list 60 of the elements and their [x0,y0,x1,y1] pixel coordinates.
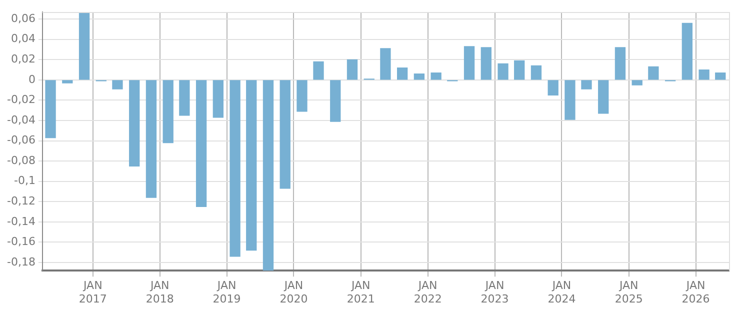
x-tick-label: JAN 2022 [414,279,442,306]
bar [45,80,56,138]
bar [62,80,73,84]
x-tick-label: JAN 2019 [212,279,241,306]
bar [530,65,542,80]
y-tick-label: -0,08 [6,154,36,167]
bar [262,80,274,271]
x-tick-label: JAN 2017 [78,279,107,306]
bar [430,72,442,80]
bar [397,67,408,80]
x-tick-label: JAN 2018 [146,279,174,306]
bar [498,63,508,80]
x-tick-label: JAN 2021 [346,279,375,306]
bar [480,47,492,80]
bar [296,80,308,112]
bar [112,80,123,90]
bar [464,46,475,80]
bar [230,80,240,257]
bar [380,48,391,80]
y-tick-label: -0,12 [6,194,36,208]
y-tick-label: -0,04 [6,113,36,126]
bar [346,59,358,80]
bar [698,69,710,80]
bar [682,22,693,80]
x-tick-label: JAN 2026 [682,279,710,306]
bar [179,80,190,116]
y-tick-label: -0,16 [6,235,36,248]
y-tick-label: -0,06 [6,134,36,147]
bar [648,66,659,80]
bar [196,80,207,208]
bar [246,80,257,251]
bar [548,80,558,96]
bar [146,80,157,198]
bar [78,12,90,80]
y-tick-label: -0,1 [14,174,36,188]
bar [514,60,525,80]
y-tick-label: 0,04 [10,32,36,46]
y-tick-label: -0,14 [6,214,36,228]
bar [313,61,324,80]
x-tick-label: JAN 2025 [614,279,643,306]
bar [614,47,626,80]
bar [280,80,290,189]
bar [212,80,224,118]
y-tick-label: 0,02 [10,52,36,66]
y-tick-label: -0,02 [6,93,36,106]
bar [632,80,642,86]
bar [581,80,592,90]
bar [564,80,576,120]
bar [162,80,174,144]
y-tick-label: -0,18 [6,255,36,268]
bar [414,74,425,80]
bar [129,80,140,166]
x-tick-label: JAN 2020 [280,279,308,306]
bar [330,80,341,122]
bar [598,80,609,114]
bar [715,72,726,80]
x-tick-label: JAN 2023 [480,279,509,306]
x-tick-label: JAN 2024 [548,279,576,306]
y-tick-label: 0,06 [10,12,36,25]
y-tick-label: 0 [28,72,36,86]
